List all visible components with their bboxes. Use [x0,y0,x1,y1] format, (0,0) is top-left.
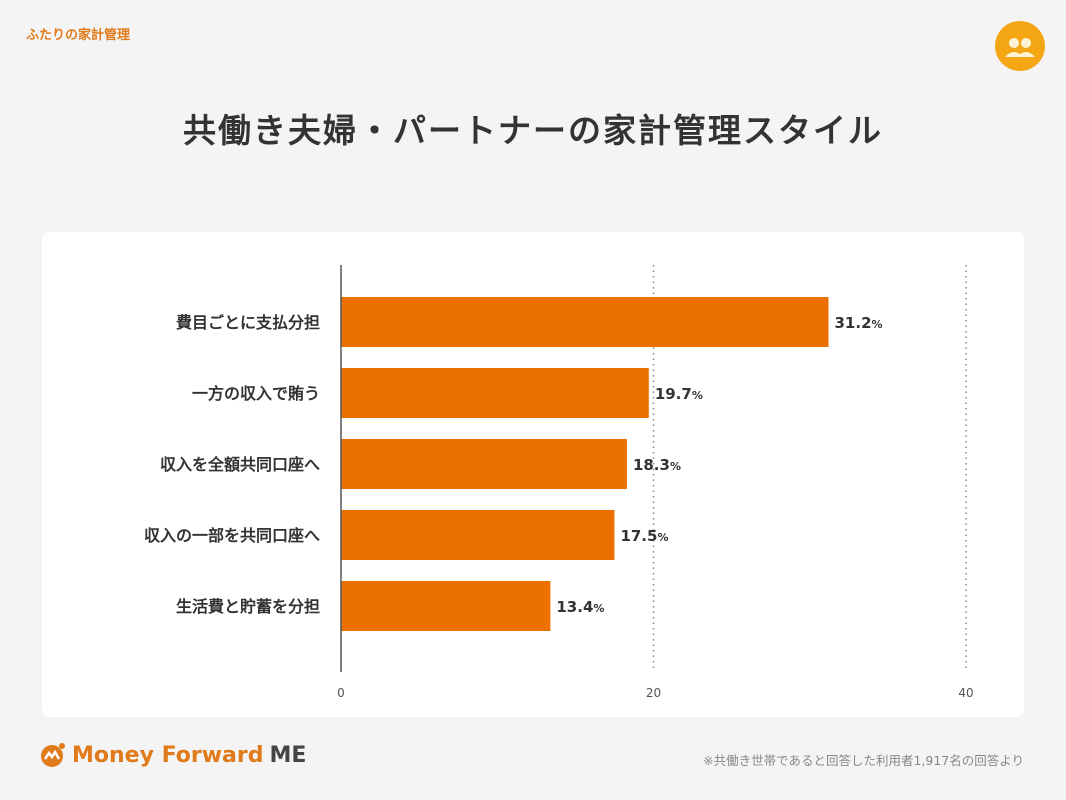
category-label: 収入の一部を共同口座へ [144,526,320,545]
category-label: 一方の収入で賄う [192,384,320,403]
data-label: 17.5% [620,527,668,545]
bar [341,368,649,418]
x-tick-label: 0 [337,686,345,700]
logo-icon [41,743,65,767]
data-label: 18.3% [633,456,681,474]
category-label: 収入を全額共同口座へ [160,455,320,474]
unit-label: % [657,531,668,544]
couple-icon [995,21,1045,71]
unit-label: % [872,318,883,331]
unit-label: % [692,389,703,402]
bar [341,510,615,560]
category-label: 生活費と貯蓄を分担 [176,597,320,616]
data-label: 13.4% [556,598,604,616]
category-label: 費目ごとに支払分担 [176,313,320,332]
logo-suffix: ME [269,742,307,768]
x-tick-label: 20 [646,686,661,700]
unit-label: % [593,602,604,615]
data-label: 31.2% [835,314,883,332]
bar [341,581,551,631]
brand-label: ふたりの家計管理 [26,28,131,43]
logo-text: Money Forward [72,742,264,768]
footnote: ※共働き世帯であると回答した利用者1,917名の回答より [703,753,1024,768]
unit-label: % [670,460,681,473]
data-label: 19.7% [655,385,703,403]
money-forward-logo: Money Forward ME [40,742,306,768]
page-title: 共働き夫婦・パートナーの家計管理スタイル [183,111,883,150]
x-tick-label: 40 [958,686,973,700]
bar [341,439,627,489]
bar [341,297,829,347]
